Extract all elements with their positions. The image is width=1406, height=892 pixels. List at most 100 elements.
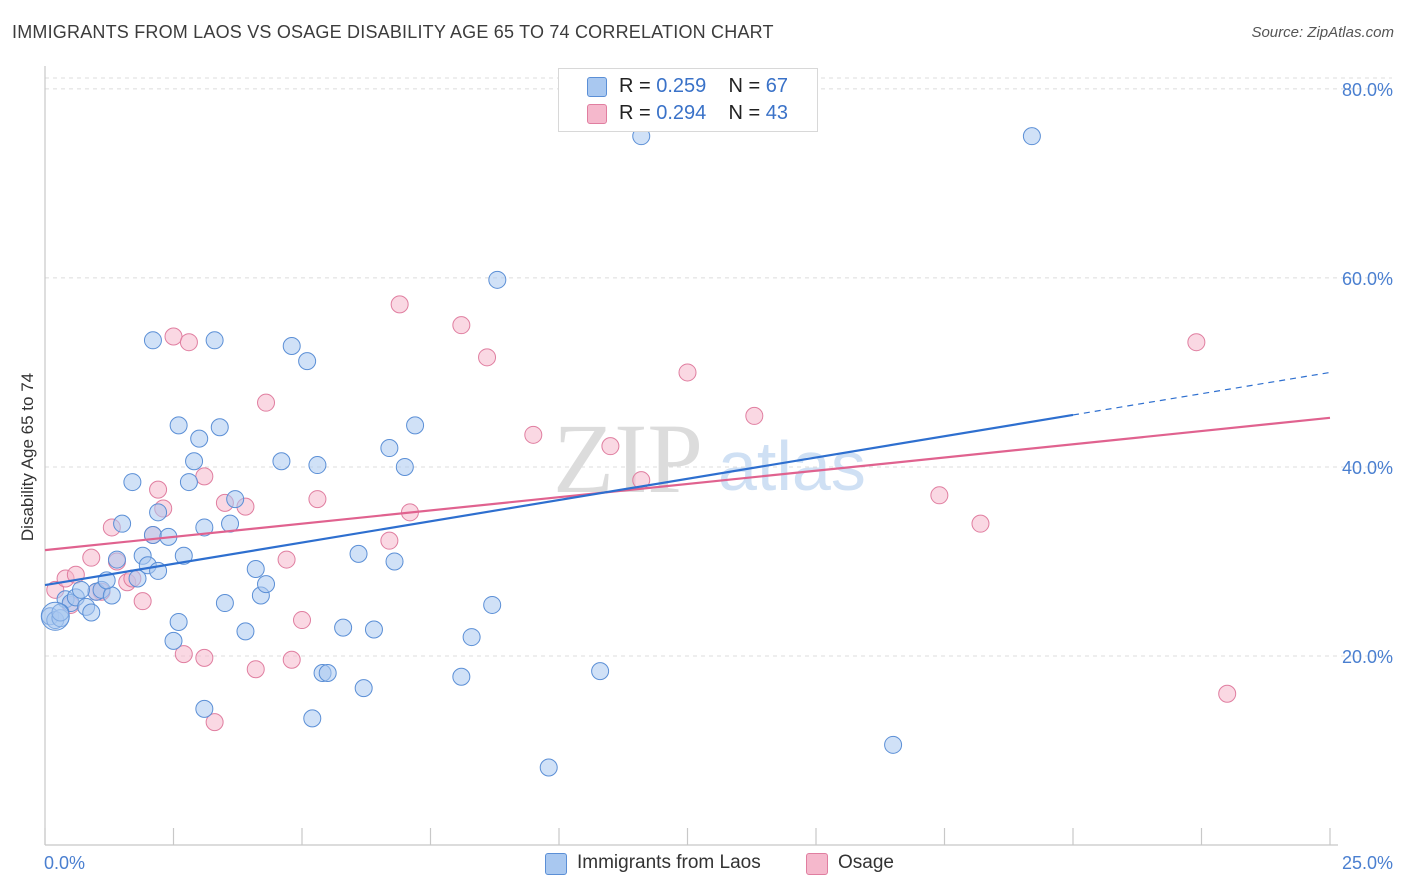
y-tick-label: 80.0%: [1342, 80, 1393, 100]
laos-point: [452, 667, 471, 686]
watermark-atlas: atlas: [718, 427, 866, 505]
osage-point: [282, 650, 301, 669]
laos-point: [174, 546, 193, 565]
laos-point: [149, 503, 168, 522]
legend-n-label: N =: [728, 75, 766, 97]
osage-point: [380, 531, 399, 550]
osage-point: [149, 480, 168, 499]
laos-point: [226, 490, 245, 509]
osage-point: [745, 406, 764, 425]
osage-point: [133, 592, 152, 611]
laos-point: [385, 552, 404, 571]
laos-point: [246, 560, 265, 579]
legend-r-label: R =: [619, 75, 657, 97]
laos-point: [107, 550, 126, 569]
osage-point: [308, 490, 327, 509]
laos-point: [334, 618, 353, 637]
osage-point: [195, 467, 214, 486]
laos-point: [462, 628, 481, 647]
osage-point: [174, 645, 193, 664]
laos-point: [1022, 127, 1041, 146]
source-label: Source: ZipAtlas.com: [1251, 24, 1394, 41]
correlation-legend: R = 0.259 N = 67 R = 0.294 N = 43: [558, 68, 818, 132]
laos-point: [82, 603, 101, 622]
osage-point: [524, 425, 543, 444]
y-tick-label: 40.0%: [1342, 458, 1393, 478]
legend-n-label: N =: [728, 102, 766, 124]
laos-point: [298, 352, 317, 371]
legend-r-label: R =: [619, 102, 657, 124]
laos-point: [123, 473, 142, 492]
osage-point: [1218, 684, 1237, 703]
osage-trend-line: [44, 416, 1331, 552]
legend-r-value: 0.294: [656, 102, 707, 124]
y-tick-label: 20.0%: [1342, 647, 1393, 667]
laos-point: [349, 544, 368, 563]
laos-trend-extension: [1072, 371, 1331, 416]
x-tick-label: 25.0%: [1342, 853, 1393, 873]
laos-point: [164, 631, 183, 650]
osage-legend-label: Osage: [838, 852, 894, 873]
laos-point: [395, 457, 414, 476]
laos-trend-line: [44, 413, 1074, 587]
laos-point: [591, 662, 610, 681]
osage-legend-swatch: [806, 853, 828, 875]
laos-point: [195, 518, 214, 537]
osage-point: [82, 548, 101, 567]
legend-n-value: 43: [765, 102, 789, 124]
chart-title: IMMIGRANTS FROM LAOS VS OSAGE DISABILITY…: [12, 22, 774, 42]
laos-point: [483, 595, 502, 614]
osage-point: [246, 660, 265, 679]
osage-point: [478, 348, 497, 367]
osage-point: [205, 713, 224, 732]
laos-point: [143, 331, 162, 350]
laos-point: [179, 473, 198, 492]
laos-point: [308, 456, 327, 475]
osage-point: [277, 550, 296, 569]
laos-point: [380, 439, 399, 458]
laos-point: [195, 699, 214, 718]
laos-point: [236, 622, 255, 641]
osage-point: [257, 393, 276, 412]
laos-point-cluster: [40, 601, 70, 631]
osage-point: [179, 333, 198, 352]
laos-point: [71, 580, 90, 599]
osage-point: [452, 316, 471, 335]
laos-point: [215, 594, 234, 613]
osage-point: [293, 611, 311, 630]
watermark: ZIP atlas: [553, 403, 866, 514]
y-axis-label: Disability Age 65 to 74: [18, 373, 37, 541]
laos-point: [303, 709, 322, 728]
legend-n-value: 67: [765, 75, 789, 97]
laos-point: [488, 270, 507, 289]
osage-point: [601, 437, 620, 456]
laos-point: [169, 416, 188, 435]
laos-point: [102, 586, 121, 605]
x-tick-label: 0.0%: [44, 853, 85, 873]
laos-point: [364, 620, 383, 639]
laos-point: [205, 331, 224, 350]
osage-point: [164, 327, 183, 346]
osage-point: [971, 514, 990, 533]
axis-labels: 20.0% 40.0% 60.0% 80.0% 0.0% 25.0% Disability …: [18, 80, 1393, 873]
laos-point: [210, 418, 229, 437]
laos-point: [113, 514, 132, 533]
osage-point: [678, 363, 697, 382]
laos-point: [354, 679, 373, 698]
osage-point: [930, 486, 949, 505]
laos-point: [406, 416, 425, 435]
laos-point: [257, 575, 276, 594]
osage-swatch: [587, 104, 607, 124]
laos-point: [318, 663, 337, 682]
laos-point: [143, 526, 162, 544]
osage-point: [195, 648, 214, 667]
laos-legend-label: Immigrants from Laos: [577, 852, 761, 873]
laos-point: [169, 612, 188, 631]
y-tick-label: 60.0%: [1342, 269, 1393, 289]
series-legend: Immigrants from Laos Osage: [0, 852, 1406, 878]
trend-lines: [44, 371, 1331, 587]
laos-swatch: [587, 77, 607, 97]
laos-point: [185, 452, 204, 471]
laos-point: [539, 758, 558, 777]
